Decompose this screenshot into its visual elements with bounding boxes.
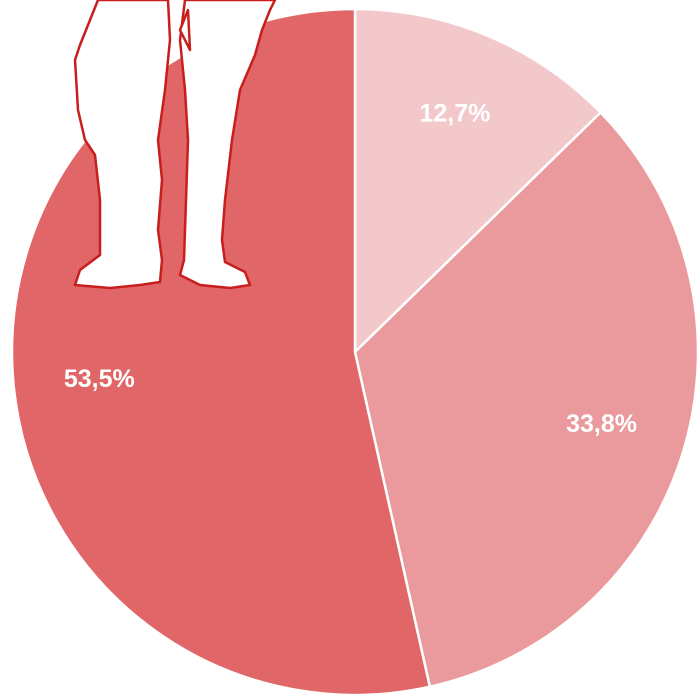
data-labels: 12,7% 33,8% 53,5% (64, 100, 637, 438)
data-label: 53,5% (64, 365, 135, 393)
pie-slice (353, 7, 603, 355)
data-label: 33,8% (566, 410, 637, 438)
data-label: 12,7% (419, 100, 490, 128)
pie-slice (353, 110, 697, 689)
silhouette (73, 0, 277, 290)
